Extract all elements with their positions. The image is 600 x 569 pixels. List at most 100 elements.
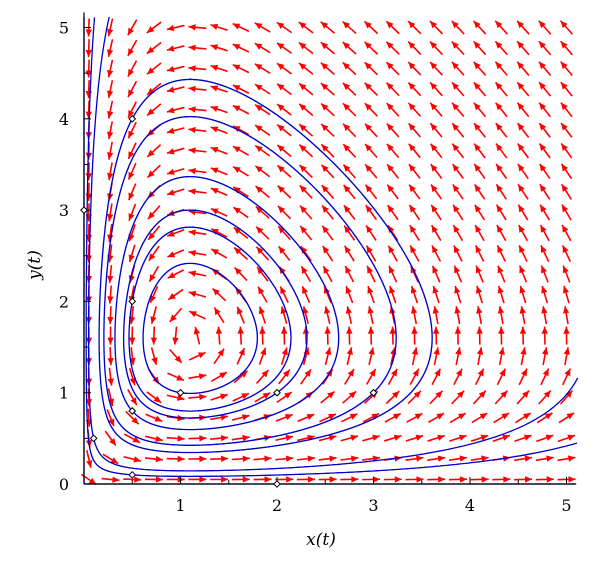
field-arrow [387, 245, 398, 262]
field-arrow [514, 476, 533, 483]
field-arrow [342, 102, 357, 117]
field-arrow [515, 412, 532, 424]
field-arrow [253, 476, 272, 483]
field-arrow [147, 225, 161, 241]
field-arrow [210, 414, 229, 421]
field-arrow [366, 265, 376, 283]
field-arrow [367, 326, 375, 345]
field-arrow [409, 245, 420, 262]
field-arrow [188, 85, 207, 93]
field-arrow [127, 389, 138, 406]
field-arrow [407, 390, 422, 405]
field-arrow [127, 121, 137, 139]
field-arrow [275, 413, 293, 422]
field-arrow [364, 123, 378, 138]
field-arrow [280, 306, 288, 324]
field-arrow [300, 368, 312, 385]
field-arrow [150, 347, 158, 366]
field-arrow [428, 412, 445, 424]
field-arrow [340, 434, 359, 442]
field-arrow [453, 368, 463, 386]
x-tick-label: 2 [272, 496, 282, 515]
field-arrow [561, 224, 572, 242]
field-arrow [473, 122, 486, 138]
field-arrow [451, 122, 465, 138]
field-arrow [107, 264, 114, 284]
field-arrow [431, 245, 442, 262]
field-arrow [297, 413, 315, 423]
field-arrow [167, 249, 185, 258]
field-arrow [410, 306, 418, 325]
field-arrow [298, 144, 314, 158]
field-arrow [298, 123, 314, 137]
field-arrow [275, 455, 294, 462]
field-arrow [386, 143, 400, 159]
field-arrow [107, 203, 114, 222]
field-arrow [538, 20, 552, 35]
x-tick-label: 5 [561, 496, 571, 515]
field-arrow [432, 306, 439, 325]
field-arrow [210, 64, 228, 73]
field-arrow [107, 285, 114, 304]
field-arrow [405, 455, 424, 462]
field-arrow [166, 127, 185, 134]
field-arrow [473, 143, 486, 159]
field-arrow [298, 21, 314, 34]
axes [83, 12, 577, 485]
field-arrow [146, 103, 162, 117]
field-arrow [407, 41, 422, 56]
field-arrow [386, 184, 399, 200]
field-arrow [322, 265, 333, 283]
field-arrow [389, 285, 397, 304]
field-arrow [516, 61, 530, 76]
field-arrow [188, 24, 207, 31]
field-arrow [107, 367, 114, 386]
field-arrow [474, 204, 486, 221]
field-arrow [365, 204, 378, 221]
field-arrow [148, 265, 160, 283]
field-arrow [188, 126, 207, 134]
field-arrow [343, 225, 356, 241]
field-arrow [541, 306, 548, 325]
initial-point-marker [89, 434, 98, 443]
field-arrow [213, 348, 225, 365]
field-arrow [385, 61, 400, 76]
field-arrow [254, 391, 271, 403]
field-arrow [298, 103, 314, 117]
field-arrow [255, 246, 270, 261]
field-arrow [128, 203, 137, 222]
field-arrow [563, 306, 570, 325]
field-arrow [541, 326, 548, 345]
field-arrow [561, 244, 572, 262]
field-arrow [255, 185, 271, 199]
y-tick-label: 0 [59, 475, 69, 494]
field-arrow [453, 265, 463, 283]
field-arrow [517, 163, 529, 180]
field-arrow [343, 204, 356, 221]
field-arrow [560, 61, 573, 77]
field-arrow [535, 476, 554, 483]
field-arrow [254, 165, 271, 178]
field-arrow [342, 123, 357, 138]
y-tick-label: 4 [59, 110, 69, 129]
field-arrow [539, 204, 551, 221]
field-arrow [253, 455, 272, 462]
field-arrow [342, 143, 357, 158]
field-arrow [452, 224, 464, 242]
x-tick-label: 1 [175, 496, 185, 515]
field-arrow [211, 287, 227, 302]
field-arrow [101, 476, 120, 483]
field-arrow [517, 183, 529, 200]
field-arrow [495, 143, 508, 159]
field-arrow [342, 82, 357, 96]
field-arrow [188, 373, 207, 380]
field-arrow [493, 412, 510, 424]
field-arrow [430, 163, 443, 179]
field-arrow [166, 394, 185, 401]
field-arrow [449, 412, 467, 424]
field-arrow [388, 265, 398, 283]
field-arrow [298, 41, 314, 55]
field-arrow [385, 82, 400, 97]
field-arrow [473, 61, 487, 76]
initial-point-marker [128, 297, 137, 306]
